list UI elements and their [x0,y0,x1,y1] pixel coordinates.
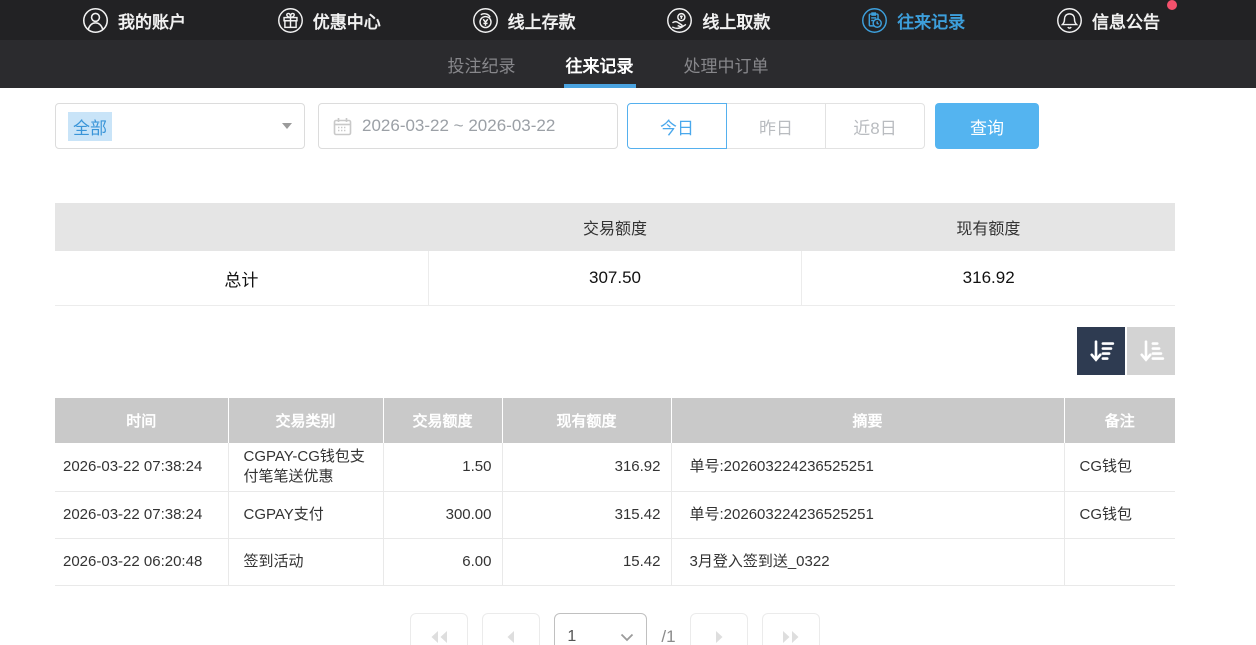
first-page-icon [431,631,448,643]
nav-item-announcements[interactable]: 信息公告 [1056,0,1177,34]
summary-total-transaction: 307.50 [427,251,802,305]
cell-remark: CG钱包 [1064,491,1175,539]
tab-betting-records[interactable]: 投注纪录 [447,56,516,76]
col-header-time: 时间 [55,398,229,443]
col-header-type: 交易类别 [228,398,384,443]
summary-total-label: 总计 [224,270,259,290]
nav-item-label: 线上存款 [507,12,576,32]
nav-item-my-account[interactable]: 我的账户 [82,7,186,34]
chevron-down-icon [282,123,292,129]
nav-item-deposit[interactable]: 线上存款 [472,7,576,34]
prev-page-button[interactable] [482,613,541,645]
col-header-balance: 现有额度 [502,398,672,443]
last-8-days-button[interactable]: 近8日 [825,103,925,149]
col-header-remark: 备注 [1064,398,1175,443]
table-row: 2026-03-22 07:38:24 CGPAY-CG钱包支付笔笔送优惠 1.… [55,443,1175,492]
sort-ascending-button[interactable] [1127,327,1175,375]
summary-total-row: 总计 307.50 316.92 [55,251,1175,306]
records-tab-bar: 投注纪录 往来记录 处理中订单 [0,40,1256,88]
deposit-icon [472,7,498,33]
next-page-icon [715,631,723,643]
total-pages-label: /1 [661,627,676,645]
nav-item-promotions[interactable]: 优惠中心 [277,7,381,34]
nav-item-label: 我的账户 [118,12,186,32]
cell-time: 2026-03-22 07:38:24 [55,443,229,492]
summary-table: 交易额度 现有额度 总计 307.50 316.92 [55,203,1175,306]
table-row: 2026-03-22 07:38:24 CGPAY支付 300.00 315.4… [55,491,1175,539]
first-page-button[interactable] [410,613,469,645]
nav-item-withdraw[interactable]: 线上取款 [666,7,770,34]
type-select-value: 全部 [68,111,112,141]
summary-header-empty [55,203,428,251]
cell-summary: 单号:202603224236525251 [671,443,1065,492]
top-nav: 我的账户 优惠中心 线上存款 线上取款 [0,0,1256,40]
nav-item-label: 线上取款 [702,12,771,32]
cell-summary: 3月登入签到送_0322 [671,538,1065,586]
cell-type: CGPAY-CG钱包支付笔笔送优惠 [228,443,384,492]
calendar-icon [333,117,352,135]
last-page-icon [782,631,799,643]
last-page-button[interactable] [761,613,820,645]
notification-dot [1166,0,1177,10]
cell-remark [1064,538,1175,586]
tab-transaction-records[interactable]: 往来记录 [563,40,636,88]
next-page-button[interactable] [689,613,748,645]
cell-summary: 单号:202603224236525251 [671,491,1065,539]
summary-header-transaction: 交易额度 [582,221,647,238]
sort-descending-icon [1090,340,1115,362]
pagination: 1 /1 [55,613,1175,645]
filter-row: 全部 2026-03-22 ~ 2026-03-22 今日 昨日 近8日 查询 [55,103,1175,149]
page-select[interactable]: 1 [554,613,648,645]
summary-header-balance: 现有额度 [956,221,1021,238]
cell-time: 2026-03-22 07:38:24 [55,491,229,539]
tab-processing-orders[interactable]: 处理中订单 [683,56,769,76]
sort-ascending-icon [1140,340,1165,362]
cell-balance: 316.92 [502,443,672,492]
type-select[interactable]: 全部 [55,103,305,149]
cell-type: CGPAY支付 [228,491,384,539]
summary-header-row: 交易额度 现有额度 [55,203,1175,251]
page-select-value: 1 [567,628,577,645]
chevron-down-icon [621,633,634,641]
nav-item-label: 优惠中心 [312,12,381,32]
prev-page-icon [507,631,515,643]
cell-transaction: 6.00 [383,538,503,586]
quick-date-group: 今日 昨日 近8日 [627,103,925,149]
records-table: 时间 交易类别 交易额度 现有额度 摘要 备注 2026-03-22 07:38… [55,398,1175,586]
withdraw-icon [667,7,693,33]
user-icon [82,7,109,33]
search-button[interactable]: 查询 [935,103,1039,149]
cell-remark: CG钱包 [1064,443,1175,492]
nav-item-records[interactable]: 往来记录 [861,7,965,34]
sort-descending-button[interactable] [1077,327,1125,375]
date-range-input[interactable]: 2026-03-22 ~ 2026-03-22 [318,103,618,149]
table-row: 2026-03-22 06:20:48 签到活动 6.00 15.42 3月登入… [55,538,1175,586]
cell-transaction: 1.50 [383,443,503,492]
nav-item-label: 往来记录 [897,12,966,32]
table-header-row: 时间 交易类别 交易额度 现有额度 摘要 备注 [55,398,1175,443]
cell-type: 签到活动 [228,538,384,586]
col-header-summary: 摘要 [671,398,1065,443]
cell-time: 2026-03-22 06:20:48 [55,538,229,586]
nav-item-label: 信息公告 [1091,12,1160,32]
gift-icon [277,7,303,33]
today-button[interactable]: 今日 [627,103,727,149]
yesterday-button[interactable]: 昨日 [726,103,826,149]
cell-balance: 315.42 [502,491,672,539]
col-header-transaction: 交易额度 [383,398,503,443]
cell-transaction: 300.00 [383,491,503,539]
bell-icon [1057,7,1082,33]
cell-balance: 15.42 [502,538,672,586]
records-icon [862,7,888,33]
date-range-value: 2026-03-22 ~ 2026-03-22 [362,116,556,135]
sort-controls [55,327,1175,375]
summary-total-balance: 316.92 [801,251,1175,305]
